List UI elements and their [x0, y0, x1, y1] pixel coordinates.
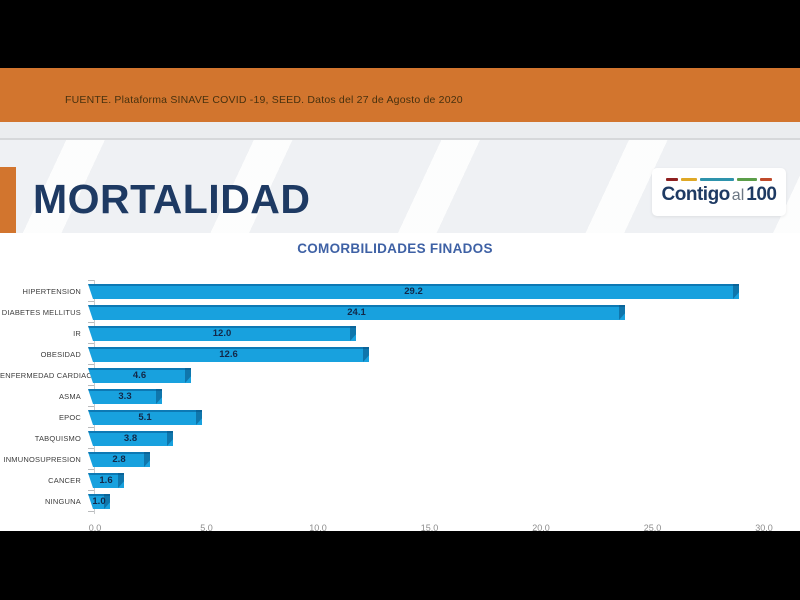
x-axis-tick-label: 30.0 [755, 523, 773, 533]
logo-dash [700, 178, 734, 181]
category-label: CANCER [48, 476, 81, 485]
bar [88, 452, 150, 467]
page-title: MORTALIDAD [33, 176, 311, 222]
bar [88, 389, 162, 404]
category-label: OBESIDAD [40, 350, 81, 359]
chart-row: DIABETES MELLITUS 24.1 [0, 302, 790, 323]
x-axis-tick-label: 15.0 [420, 523, 439, 533]
category-label: TABQUISMO [34, 434, 81, 443]
banner-substrip [0, 122, 800, 140]
value-label: 24.1 [347, 307, 366, 318]
category-label: ASMA [58, 392, 81, 401]
bar-track: 24.1 [88, 305, 790, 320]
bar-track: 1.6 [88, 473, 790, 488]
chart-row: EPOC 5.1 [0, 407, 790, 428]
bar [88, 284, 739, 299]
chart-row: CANCER 1.6 [0, 470, 790, 491]
header: MORTALIDAD Contigo al 100 [0, 140, 800, 233]
bar [88, 305, 625, 320]
bar-chart: HIPERTENSION 29.2 DIABETES MELLITUS 24.1 IR 1… [0, 281, 790, 512]
x-axis-tick-label: 0.0 [88, 523, 102, 533]
bar-track: 3.3 [88, 389, 790, 404]
bar-track: 3.8 [88, 431, 790, 446]
bar-track: 12.0 [88, 326, 790, 341]
logo-text-contigo: Contigo [661, 184, 731, 205]
value-label: 1.6 [99, 475, 113, 486]
category-label: DIABETES MELLITUS [1, 308, 81, 317]
chart-row: INMUNOSUPRESION 2.8 [0, 449, 790, 470]
chart-title: COMORBILIDADES FINADOS [297, 241, 493, 256]
x-axis-tick-label: 25.0 [643, 523, 662, 533]
bar [88, 368, 191, 383]
value-label: 12.6 [219, 349, 238, 360]
category-label: IR [73, 329, 81, 338]
slide-content: COMORBILIDADES FINADOS HIPERTENSION 29.2 D… [0, 233, 800, 533]
logo-dash [737, 178, 757, 181]
bar-track: 2.8 [88, 452, 790, 467]
value-label: 1.0 [92, 496, 106, 507]
source-banner: FUENTE. Plataforma SINAVE COVID -19, SEE… [0, 68, 800, 122]
bar [88, 494, 110, 509]
logo-text-al: al [731, 187, 745, 204]
logo-dash [666, 178, 678, 181]
chart-row: TABQUISMO 3.8 [0, 428, 790, 449]
category-label: INMUNOSUPRESION [3, 455, 81, 464]
chart-row: IR 12.0 [0, 323, 790, 344]
logo-dashes [666, 178, 772, 181]
value-label: 3.8 [123, 433, 138, 444]
bar-track: 29.2 [88, 284, 790, 299]
bar [88, 410, 202, 425]
logo-dash [760, 178, 772, 181]
category-label: NINGUNA [45, 497, 81, 506]
bar [88, 473, 124, 488]
bar-track: 4.6 [88, 368, 790, 383]
bar [88, 431, 173, 446]
letterbox-top [0, 0, 800, 68]
bar [88, 347, 369, 362]
value-label: 4.6 [132, 370, 147, 381]
category-label: HIPERTENSION [22, 287, 81, 296]
bar-track: 1.0 [88, 494, 790, 509]
chart-row: NINGUNA 1.0 [0, 491, 790, 512]
value-label: 12.0 [212, 328, 232, 339]
value-label: 29.2 [404, 286, 423, 297]
logo-text: Contigo al 100 [662, 184, 777, 206]
contigo-logo: Contigo al 100 [652, 168, 786, 216]
value-label: 2.8 [112, 454, 126, 465]
logo-text-100: 100 [746, 184, 777, 205]
category-label: ENFERMEDAD CARDIACA [0, 371, 98, 380]
x-axis-tick-label: 10.0 [309, 523, 327, 533]
accent-bar [0, 167, 16, 233]
bar-track: 12.6 [88, 347, 790, 362]
chart-row: HIPERTENSION 29.2 [0, 281, 790, 302]
x-axis-tick-label: 5.0 [200, 523, 213, 533]
chart-row: OBESIDAD 12.6 [0, 344, 790, 365]
logo-dash [681, 178, 697, 181]
value-label: 5.1 [138, 412, 152, 423]
source-text: FUENTE. Plataforma SINAVE COVID -19, SEE… [65, 94, 463, 106]
x-axis-tick-label: 20.0 [532, 523, 550, 533]
value-label: 3.3 [118, 391, 132, 402]
bar [88, 326, 356, 341]
chart-row: ASMA 3.3 [0, 386, 790, 407]
x-axis: 0.0 5.0 10.0 15.0 20.0 25.0 30.0 [0, 523, 800, 537]
category-label: EPOC [58, 413, 81, 422]
bar-track: 5.1 [88, 410, 790, 425]
chart-row: ENFERMEDAD CARDIACA 4.6 [0, 365, 790, 386]
letterbox-bottom [0, 531, 800, 600]
